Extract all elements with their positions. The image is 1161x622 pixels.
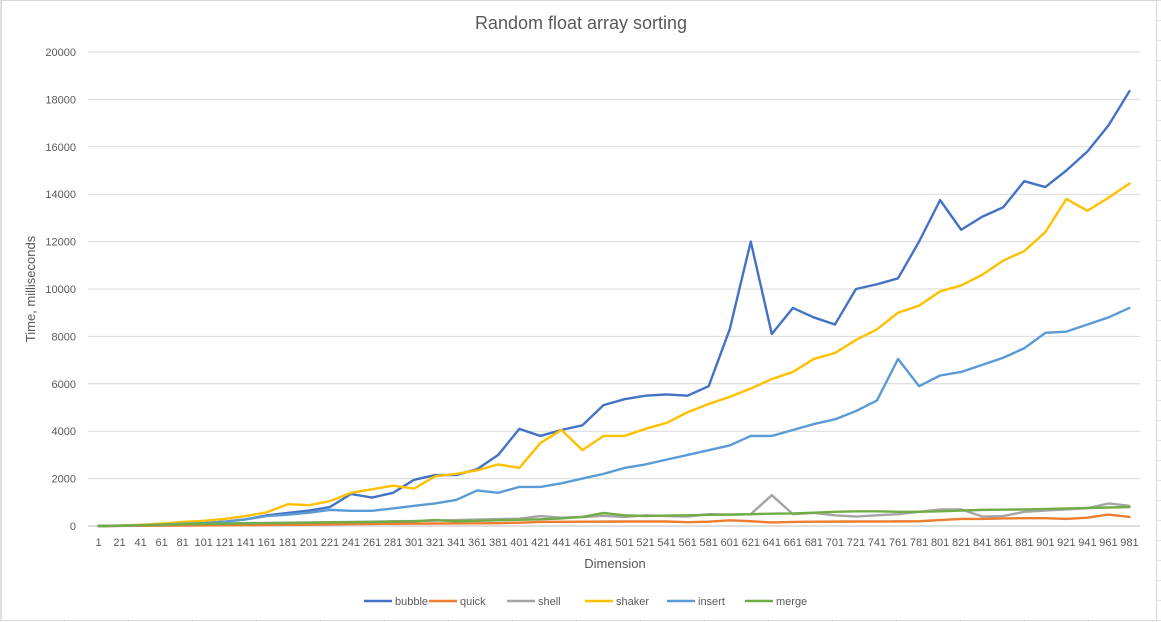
- series-line-merge[interactable]: [97, 505, 1131, 528]
- x-tick-label: 961: [1099, 537, 1117, 549]
- legend-item-shaker[interactable]: shaker: [585, 596, 649, 608]
- legend-item-shell[interactable]: shell: [507, 596, 561, 608]
- x-tick-label: 741: [868, 537, 886, 549]
- x-tick-label: 561: [678, 537, 696, 549]
- x-tick-label: 141: [237, 537, 255, 549]
- y-tick-label: 0: [70, 521, 76, 533]
- legend-label: insert: [698, 596, 725, 608]
- x-tick-label: 241: [342, 537, 360, 549]
- series-lines: [97, 89, 1131, 528]
- x-tick-label: 801: [931, 537, 949, 549]
- x-tick-label: 1: [95, 537, 101, 549]
- x-tick-label: 361: [468, 537, 486, 549]
- x-tick-labels: 1 21 41 61 81 101 121 141 161 181 201 221 241 261 281 3…: [95, 537, 1138, 549]
- x-tick-label: 521: [636, 537, 654, 549]
- x-tick-label: 401: [510, 537, 528, 549]
- x-tick-label: 421: [531, 537, 549, 549]
- x-tick-label: 81: [177, 537, 189, 549]
- x-tick-label: 901: [1036, 537, 1054, 549]
- x-tick-label: 641: [763, 537, 781, 549]
- x-tick-label: 381: [489, 537, 507, 549]
- legend-item-merge[interactable]: merge: [745, 596, 807, 608]
- chart-title: Random float array sorting: [475, 13, 687, 33]
- x-tick-label: 261: [363, 537, 381, 549]
- y-tick-labels: 0 2000 4000 6000 8000 10000 12000 14000 16000 180…: [45, 47, 76, 533]
- legend-label: quick: [460, 596, 486, 608]
- x-tick-label: 201: [300, 537, 318, 549]
- x-tick-label: 821: [952, 537, 970, 549]
- x-tick-label: 721: [847, 537, 865, 549]
- x-tick-label: 41: [134, 537, 146, 549]
- y-axis-title: Time, milliseconds: [23, 235, 38, 342]
- legend-label: shell: [538, 596, 561, 608]
- legend-label: bubble: [395, 596, 428, 608]
- legend-item-bubble[interactable]: bubble: [364, 596, 428, 608]
- legend-label: shaker: [616, 596, 649, 608]
- x-tick-label: 921: [1057, 537, 1075, 549]
- x-tick-label: 461: [573, 537, 591, 549]
- legend-label: merge: [776, 596, 807, 608]
- x-tick-label: 781: [910, 537, 928, 549]
- x-tick-label: 881: [1015, 537, 1033, 549]
- x-tick-label: 101: [195, 537, 213, 549]
- x-tick-label: 341: [447, 537, 465, 549]
- legend-item-insert[interactable]: insert: [667, 596, 725, 608]
- y-tick-label: 10000: [45, 284, 76, 296]
- x-tick-label: 21: [113, 537, 125, 549]
- y-tick-label: 6000: [52, 379, 76, 391]
- x-tick-label: 181: [279, 537, 297, 549]
- x-tick-label: 581: [700, 537, 718, 549]
- x-tick-label: 501: [615, 537, 633, 549]
- y-tick-label: 8000: [52, 331, 76, 343]
- y-tick-label: 12000: [45, 237, 76, 249]
- y-tick-label: 18000: [45, 94, 76, 106]
- x-tick-label: 281: [384, 537, 402, 549]
- series-line-quick[interactable]: [97, 513, 1131, 528]
- y-tick-label: 2000: [52, 474, 76, 486]
- x-tick-label: 221: [321, 537, 339, 549]
- x-axis-title: Dimension: [584, 556, 645, 571]
- y-tick-label: 14000: [45, 189, 76, 201]
- x-tick-label: 61: [156, 537, 168, 549]
- y-tick-label: 4000: [52, 426, 76, 438]
- legend: bubble quick shell shaker insert merge: [364, 596, 807, 608]
- x-tick-label: 441: [552, 537, 570, 549]
- x-tick-label: 601: [721, 537, 739, 549]
- x-tick-label: 841: [973, 537, 991, 549]
- x-tick-label: 621: [742, 537, 760, 549]
- x-tick-label: 681: [805, 537, 823, 549]
- x-tick-label: 661: [784, 537, 802, 549]
- x-tick-label: 941: [1078, 537, 1096, 549]
- x-tick-label: 541: [657, 537, 675, 549]
- y-tick-label: 16000: [45, 142, 76, 154]
- series-line-insert[interactable]: [97, 306, 1131, 528]
- series-line-shaker[interactable]: [97, 182, 1131, 528]
- x-tick-label: 301: [405, 537, 423, 549]
- x-tick-label: 121: [216, 537, 234, 549]
- legend-item-quick[interactable]: quick: [429, 596, 486, 608]
- series-line-bubble[interactable]: [97, 89, 1131, 528]
- x-tick-label: 161: [258, 537, 276, 549]
- x-tick-label: 981: [1120, 537, 1138, 549]
- x-tick-label: 701: [826, 537, 844, 549]
- x-tick-label: 481: [594, 537, 612, 549]
- y-tick-label: 20000: [45, 47, 76, 59]
- x-tick-label: 861: [994, 537, 1012, 549]
- x-tick-label: 761: [889, 537, 907, 549]
- gridlines: [88, 51, 1140, 527]
- x-tick-label: 321: [426, 537, 444, 549]
